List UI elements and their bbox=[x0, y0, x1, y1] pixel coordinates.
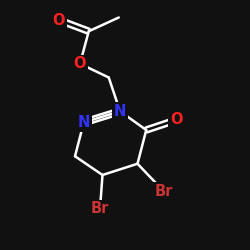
Text: O: O bbox=[74, 56, 86, 71]
Text: Br: Br bbox=[91, 201, 109, 216]
Text: O: O bbox=[52, 12, 65, 28]
Text: N: N bbox=[78, 115, 90, 130]
Text: Br: Br bbox=[154, 184, 173, 199]
Text: O: O bbox=[170, 112, 182, 128]
Text: N: N bbox=[114, 104, 126, 119]
